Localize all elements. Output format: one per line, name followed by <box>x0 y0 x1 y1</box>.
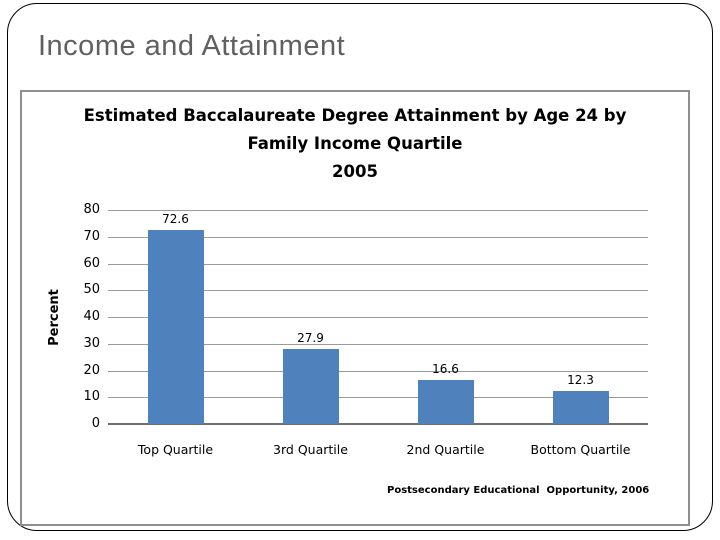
x-tick-label: Top Quartile <box>137 442 214 457</box>
bar <box>552 391 609 424</box>
x-axis-line <box>108 423 648 425</box>
gridline <box>108 343 648 345</box>
gridline <box>108 397 648 399</box>
x-tick-label: 3rd Quartile <box>273 442 348 457</box>
y-tick-label: 40 <box>83 309 100 324</box>
plot-area: 72.6 Top Quartile 27.9 3rd Quartile 16.6 2nd … <box>108 210 648 457</box>
bar-value-label: 12.3 <box>567 373 594 388</box>
x-tick-label: Bottom Quartile <box>530 442 631 457</box>
chart-title-line-3: 2005 <box>332 162 378 181</box>
gridline <box>108 370 648 372</box>
y-tick-label: 20 <box>83 362 100 378</box>
chart-title-line-2: Family Income Quartile <box>247 134 463 153</box>
gridline <box>108 317 648 318</box>
gridline <box>108 210 648 211</box>
chart-title: Estimated Baccalaureate Degree Attainmen… <box>22 102 688 186</box>
gridline <box>108 236 648 238</box>
bar <box>417 379 474 424</box>
chart-canvas: Estimated Baccalaureate Degree Attainmen… <box>22 92 688 524</box>
y-tick-label: 0 <box>91 416 100 431</box>
bar-value-label: 16.6 <box>432 361 459 376</box>
y-tick-label: 70 <box>83 228 100 244</box>
bar <box>147 229 204 424</box>
chart-container: Estimated Baccalaureate Degree Attainmen… <box>20 90 690 526</box>
y-axis-ticks: 0 10 20 30 40 50 60 70 80 <box>52 202 100 431</box>
bar-value-label: 72.6 <box>162 211 189 226</box>
bar <box>282 349 339 424</box>
gridline <box>108 263 648 265</box>
y-tick-label: 30 <box>83 335 100 351</box>
bar-value-label: 27.9 <box>297 331 324 346</box>
y-tick-label: 50 <box>83 282 100 298</box>
gridline <box>108 290 648 292</box>
x-tick-label: 2nd Quartile <box>406 442 485 457</box>
chart-title-line-1: Estimated Baccalaureate Degree Attainmen… <box>83 106 627 125</box>
y-tick-label: 80 <box>83 202 100 217</box>
source-citation: Postsecondary Educational Opportunity, 2… <box>387 485 650 496</box>
slide-title: Income and Attainment <box>38 30 346 62</box>
y-tick-label: 10 <box>83 389 100 405</box>
y-tick-label: 60 <box>83 255 100 271</box>
